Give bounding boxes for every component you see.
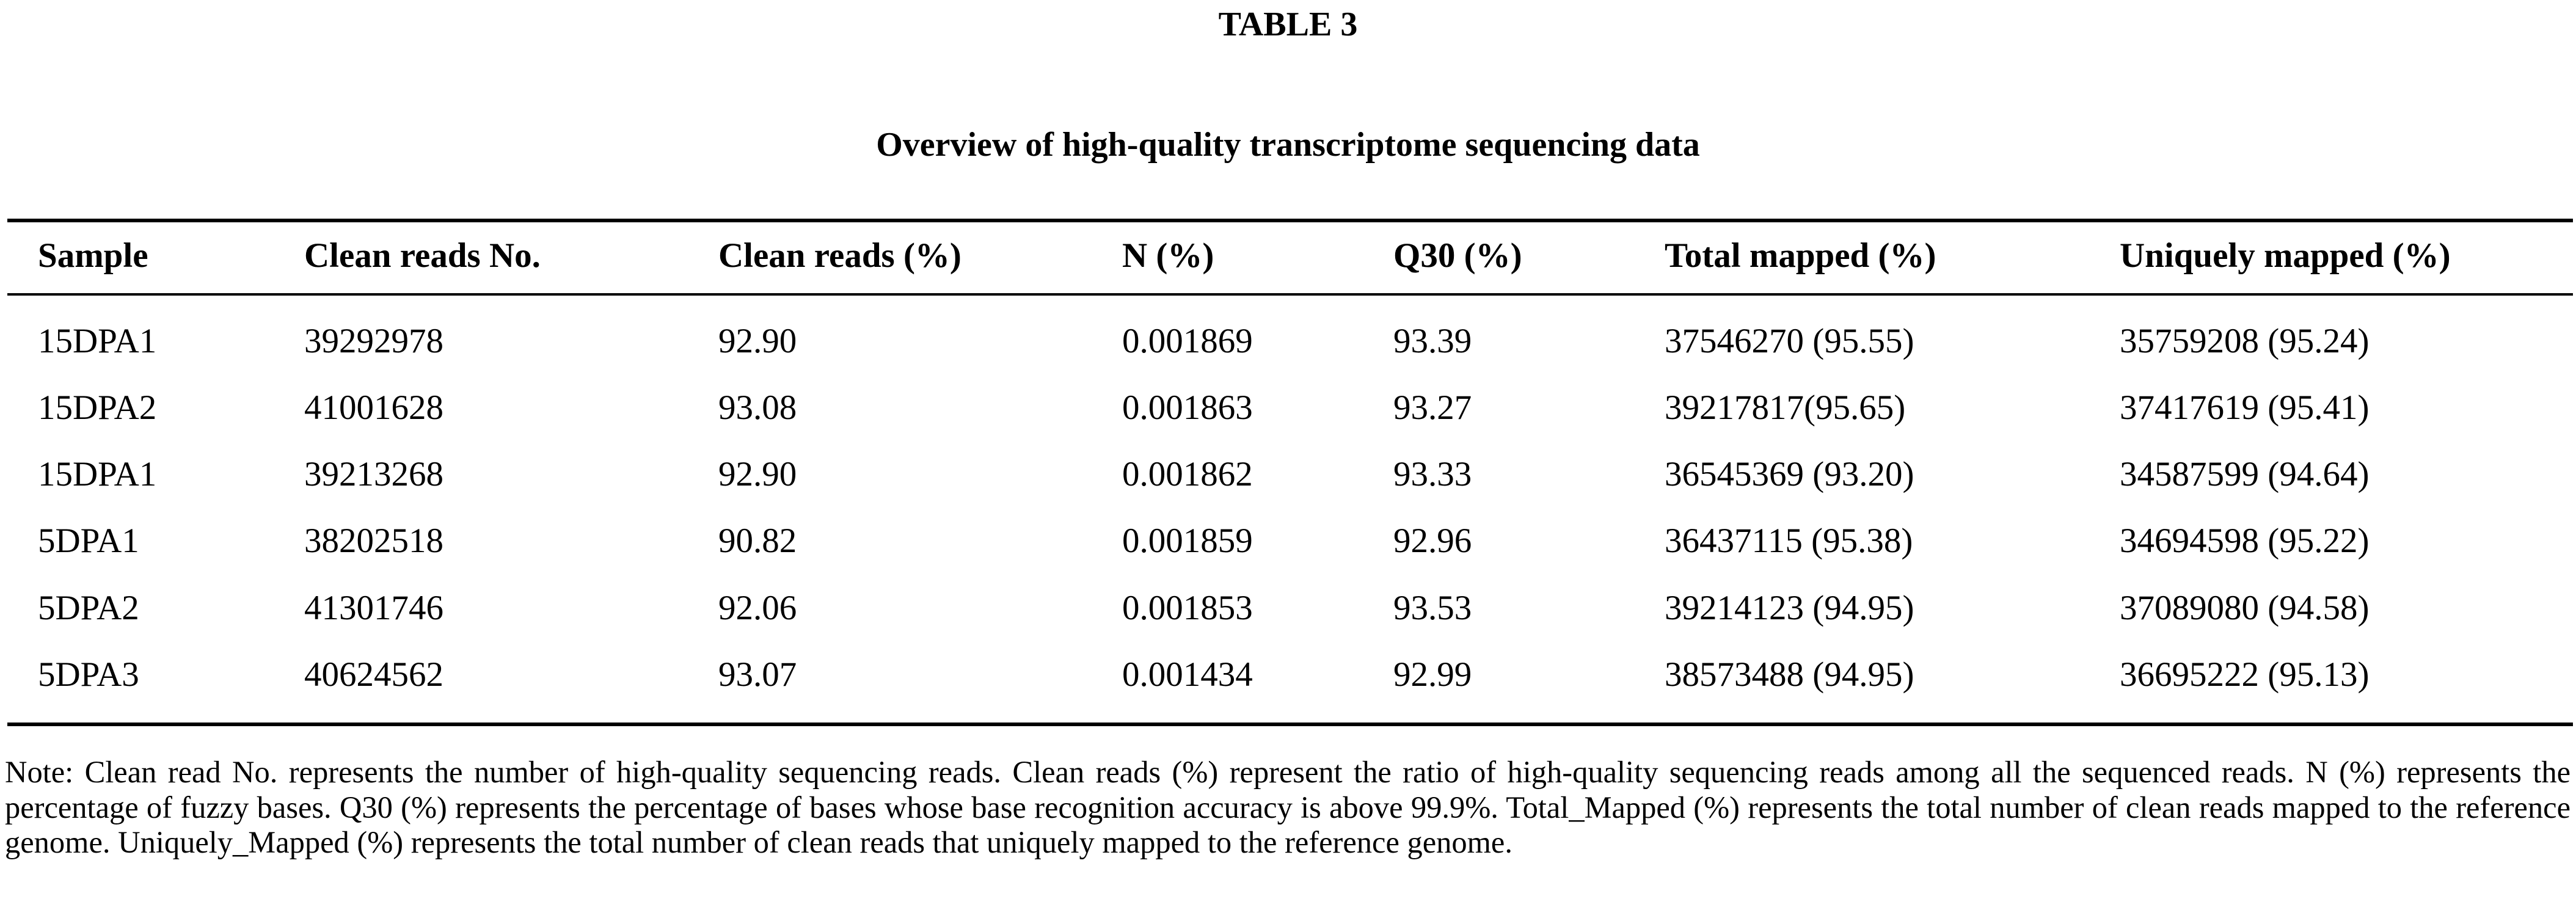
table-cell: 15DPA1 — [38, 322, 157, 360]
table-label: TABLE 3 — [1218, 5, 1358, 43]
table-cell: 0.001434 — [1122, 655, 1253, 694]
column-header: Sample — [38, 236, 148, 275]
table-cell: 0.001853 — [1122, 589, 1253, 627]
table-cell: 40624562 — [304, 655, 443, 694]
column-header: Uniquely mapped (%) — [2120, 236, 2451, 275]
table-cell: 37417619 (95.41) — [2120, 388, 2370, 427]
table-cell: 36545369 (93.20) — [1665, 455, 1914, 493]
table-cell: 39213268 — [304, 455, 443, 493]
table-cell: 93.07 — [718, 655, 797, 694]
table-cell: 93.53 — [1393, 589, 1472, 627]
table-row: 15DPA2 41001628 93.08 0.001863 93.27 39217817… — [0, 388, 2576, 431]
table-row: 5DPA3 40624562 93.07 0.001434 92.99 38573488 … — [0, 655, 2576, 697]
table-cell: 36695222 (95.13) — [2120, 655, 2370, 694]
table-cell: 36437115 (95.38) — [1665, 522, 1913, 560]
table-cell: 41301746 — [304, 589, 443, 627]
table-cell: 92.90 — [718, 455, 797, 493]
table-cell: 34587599 (94.64) — [2120, 455, 2370, 493]
table-cell: 0.001863 — [1122, 388, 1253, 427]
table-cell: 15DPA1 — [38, 455, 157, 493]
table-cell: 39217817(95.65) — [1665, 388, 1906, 427]
table-cell: 0.001869 — [1122, 322, 1253, 360]
table-cell: 5DPA1 — [38, 522, 139, 560]
header-row: Sample Clean reads No. Clean reads (%) N… — [0, 236, 2576, 278]
table-cell: 90.82 — [718, 522, 797, 560]
table-cell: 39214123 (94.95) — [1665, 589, 1914, 627]
table-cell: 93.39 — [1393, 322, 1472, 360]
table-cell: 5DPA3 — [38, 655, 139, 694]
table-cell: 92.99 — [1393, 655, 1472, 694]
table-note: Note: Clean read No. represents the numb… — [5, 755, 2571, 859]
column-header: Q30 (%) — [1393, 236, 1522, 275]
column-header: Clean reads (%) — [718, 236, 961, 275]
table-cell: 38573488 (94.95) — [1665, 655, 1914, 694]
table-cell: 37089080 (94.58) — [2120, 589, 2370, 627]
table-cell: 0.001862 — [1122, 455, 1253, 493]
top-rule — [7, 219, 2573, 222]
table-row: 15DPA1 39292978 92.90 0.001869 93.39 37546270… — [0, 321, 2576, 364]
column-header: Clean reads No. — [304, 236, 541, 275]
column-header: Total mapped (%) — [1665, 236, 1936, 275]
table-cell: 93.33 — [1393, 455, 1472, 493]
table-cell: 92.90 — [718, 322, 797, 360]
table-row: 5DPA2 41301746 92.06 0.001853 93.53 39214123 … — [0, 588, 2576, 631]
table-cell: 93.27 — [1393, 388, 1472, 427]
table-cell: 39292978 — [304, 322, 443, 360]
table-cell: 35759208 (95.24) — [2120, 322, 2370, 360]
table-cell: 0.001859 — [1122, 522, 1253, 560]
table-cell: 92.96 — [1393, 522, 1472, 560]
table-row: 15DPA1 39213268 92.90 0.001862 93.33 36545369… — [0, 454, 2576, 497]
table-cell: 38202518 — [304, 522, 443, 560]
header-rule — [7, 293, 2573, 296]
table-cell: 37546270 (95.55) — [1665, 322, 1914, 360]
table-row: 5DPA1 38202518 90.82 0.001859 92.96 36437115 … — [0, 521, 2576, 564]
table-cell: 93.08 — [718, 388, 797, 427]
table-cell: 34694598 (95.22) — [2120, 522, 2370, 560]
table-cell: 5DPA2 — [38, 589, 139, 627]
bottom-rule — [7, 723, 2573, 726]
table-cell: 41001628 — [304, 388, 443, 427]
table-cell: 15DPA2 — [38, 388, 157, 427]
column-header: N (%) — [1122, 236, 1214, 275]
table-caption: Overview of high-quality transcriptome s… — [876, 126, 1700, 164]
table-cell: 92.06 — [718, 589, 797, 627]
